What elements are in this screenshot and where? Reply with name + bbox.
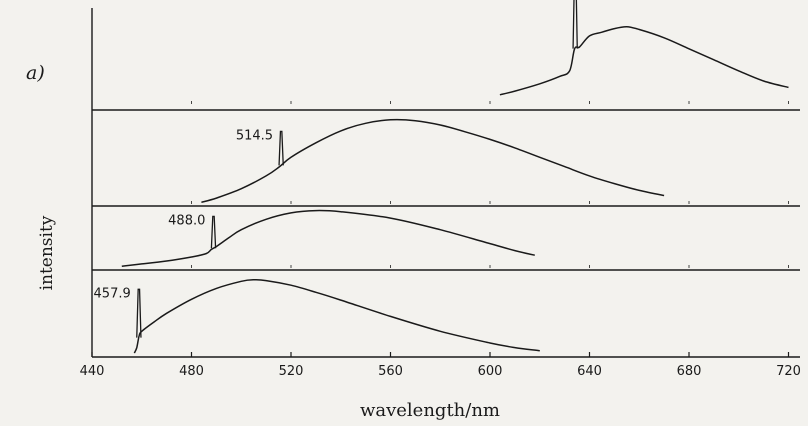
peak-514.5 <box>278 130 284 166</box>
spectrum-line-632.8 <box>499 25 789 96</box>
x-tick-label-680: 680 <box>677 364 702 379</box>
x-tick-label-520: 520 <box>279 364 304 379</box>
peak-457.9 <box>136 288 142 338</box>
x-tick-label-440: 440 <box>80 364 105 379</box>
x-tick-label-720: 720 <box>776 364 801 379</box>
peak-label-457.9: 457.9 <box>94 286 131 301</box>
panel-label: a) <box>26 62 45 84</box>
peak-632.8 <box>572 0 578 49</box>
spectrum-line-514.5 <box>201 118 665 204</box>
y-axis-label: intensity <box>37 215 57 291</box>
x-tick-label-560: 560 <box>378 364 403 379</box>
spectrum-line-488.0 <box>121 209 535 268</box>
x-tick-label-480: 480 <box>179 364 204 379</box>
x-axis-label: wavelength/nm <box>359 400 501 421</box>
x-tick-label-640: 640 <box>577 364 602 379</box>
peak-488.0 <box>210 215 217 249</box>
x-tick-label-600: 600 <box>478 364 503 379</box>
peak-label-514.5: 514.5 <box>236 128 273 143</box>
spectrum-line-457.9 <box>133 278 540 354</box>
peak-label-488.0: 488.0 <box>168 213 205 228</box>
